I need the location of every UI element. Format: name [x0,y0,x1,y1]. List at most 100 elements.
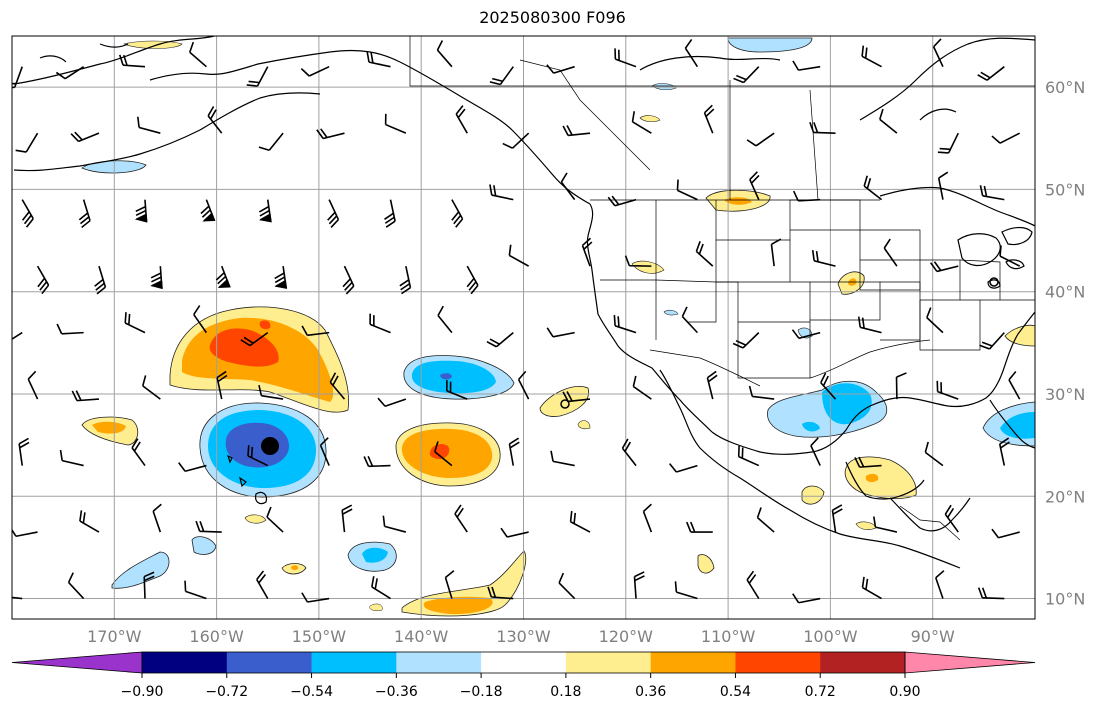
wind-barb [70,131,100,143]
wind-barb [384,199,396,228]
wind-barb [998,437,1010,466]
wind-barb [706,370,718,400]
wind-barb [792,593,821,604]
wind-barb [935,570,945,599]
latitude-tick-label: 20°N [1045,487,1085,506]
wind-barb [319,437,330,466]
wind-barb [371,576,391,600]
wind-barb [36,265,50,295]
colorbar-tick-label: −0.54 [290,684,333,700]
colorbar-tick-label: −0.18 [460,684,503,700]
wind-barb [56,323,84,335]
longitude-tick-label: 140°W [394,627,449,646]
colorbar-segment [650,652,736,673]
colorbar-segment [396,652,482,673]
positive-anomaly-gulf-of-mexico [844,456,917,500]
wind-barb [924,441,944,467]
wind-barb [642,503,653,533]
wind-barb [936,380,959,400]
wind-barb [15,132,39,153]
wind-barb [434,441,453,467]
longitude-tick-label: 110°W [701,627,756,646]
wind-barb [124,312,146,334]
wind-barb [746,132,775,147]
colorbar-segment [565,652,652,673]
wind-barb [861,45,882,68]
wind-barb [770,238,782,267]
wind-barb [369,313,391,334]
wind-barb [674,581,698,600]
wind-barb [809,121,836,134]
wind-barb [67,572,85,600]
wind-barb [384,113,407,134]
wind-barb [863,175,883,201]
wind-barb [737,445,760,467]
longitude-tick-label: 120°W [599,627,654,646]
wind-barb [258,199,272,223]
wind-barb [873,516,898,533]
wind-barb [131,438,146,467]
colorbar-segment [311,652,397,673]
negative-anomaly-florida [982,401,1035,447]
wind-barb [366,51,391,68]
wind-barb [12,331,23,345]
wind-barb [152,503,162,533]
wind-barb [517,370,530,400]
wind-barb [1008,371,1021,400]
wind-barb [791,329,821,340]
wind-barb [932,38,944,68]
latitude-tick-label: 10°N [1045,590,1085,609]
wind-barb [195,520,222,533]
wind-barb [562,125,591,137]
wind-barb [749,171,760,200]
wind-barb [581,237,593,267]
longitude-tick-label: 90°W [911,627,955,646]
wind-barb [546,64,575,74]
wind-barb [703,104,715,134]
wind-barb [21,199,34,228]
wind-barb [246,66,269,87]
wind-barb [141,375,161,400]
wind-barb [508,244,530,267]
wind-barb [756,507,775,533]
negative-anomaly-gulf-coast [767,380,888,438]
wind-barb [550,450,575,467]
wind-barb [59,449,84,467]
wind-barb [12,595,23,600]
wind-barb [861,576,882,600]
wind-barb [926,307,944,334]
wind-barb [684,38,699,68]
wind-barb [134,199,148,223]
wind-barb [633,571,645,599]
wind-barb [979,332,1005,350]
colorbar-extend-high [904,651,1036,674]
gridlines [12,36,1035,619]
colorbar-segment [481,652,567,673]
wind-barb [446,380,468,400]
latitude-labels: 10°N 20°N 30°N 40°N 50°N 60°N [1045,78,1085,608]
wind-barb [329,372,346,400]
wind-barb [256,570,269,599]
wind-barb [792,190,821,202]
wind-barb [55,66,85,80]
wind-barb [143,571,155,599]
storm-ring-marker [560,399,570,409]
storm-center-marker [261,437,279,455]
wind-barb [137,116,161,134]
wind-barb [624,255,652,267]
wind-barb [895,372,907,400]
wind-barb [695,241,714,267]
wind-barb [979,185,1005,201]
wind-barb [118,54,146,68]
colorbar: −0.90 −0.72 −0.54 −0.36 −0.18 0.18 0.36 0.54 0.7… [11,651,1036,700]
wind-barb [436,40,453,68]
wind-barb [486,332,514,348]
colorbar-tick-label: 0.90 [889,684,920,700]
wind-barb [12,526,38,538]
longitude-tick-label: 100°W [803,627,858,646]
wind-barb [178,462,207,473]
latitude-tick-label: 30°N [1045,385,1085,404]
wind-barb [382,515,407,533]
wind-barb [12,66,23,89]
wind-barb [150,266,163,290]
